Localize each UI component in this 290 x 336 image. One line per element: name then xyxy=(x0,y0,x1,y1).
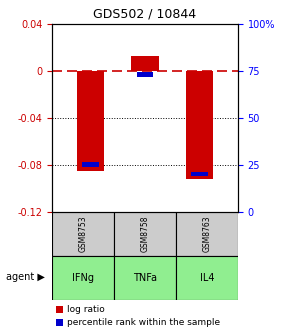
Bar xyxy=(56,319,63,326)
Bar xyxy=(137,72,153,77)
Bar xyxy=(186,71,213,179)
Text: agent ▶: agent ▶ xyxy=(6,272,45,282)
Bar xyxy=(131,56,159,71)
Text: GSM8758: GSM8758 xyxy=(140,215,150,252)
Title: GDS502 / 10844: GDS502 / 10844 xyxy=(93,8,197,21)
FancyBboxPatch shape xyxy=(114,212,176,256)
Bar xyxy=(77,71,104,170)
Bar xyxy=(82,162,99,167)
FancyBboxPatch shape xyxy=(176,256,238,300)
Bar xyxy=(56,306,63,313)
FancyBboxPatch shape xyxy=(176,212,238,256)
Text: GSM8763: GSM8763 xyxy=(202,215,211,252)
Text: percentile rank within the sample: percentile rank within the sample xyxy=(67,318,220,327)
Text: GSM8753: GSM8753 xyxy=(79,215,88,252)
Text: log ratio: log ratio xyxy=(67,305,105,314)
Text: IFNg: IFNg xyxy=(72,273,94,283)
Text: IL4: IL4 xyxy=(200,273,214,283)
Text: TNFa: TNFa xyxy=(133,273,157,283)
FancyBboxPatch shape xyxy=(52,212,114,256)
FancyBboxPatch shape xyxy=(52,256,114,300)
Bar xyxy=(191,172,208,176)
FancyBboxPatch shape xyxy=(114,256,176,300)
